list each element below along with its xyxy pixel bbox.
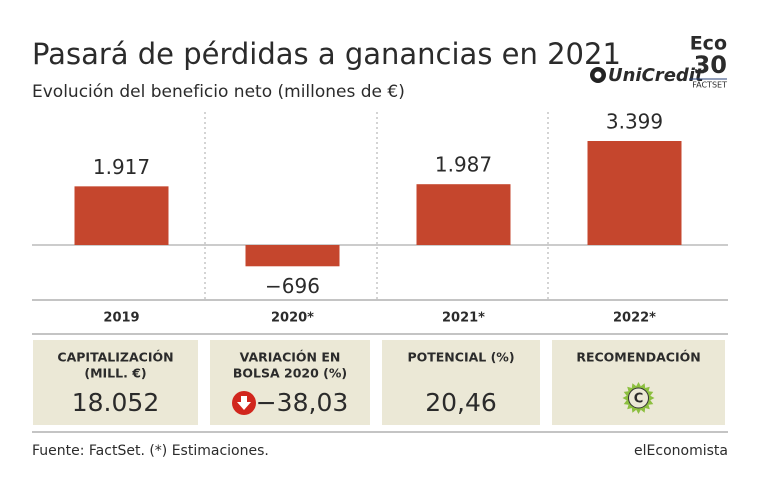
value-label: 3.399 (606, 110, 663, 134)
company-name: UniCredit (608, 65, 705, 86)
category-label: 2020* (271, 311, 314, 326)
chart-subtitle: Evolución del beneficio neto (millones d… (32, 82, 405, 102)
source-note: Fuente: FactSet. (*) Estimaciones. (32, 443, 269, 459)
logo-icon-inner (594, 71, 602, 79)
kpi-value: 20,46 (425, 388, 497, 417)
bar (245, 245, 340, 267)
value-label: 1.987 (435, 153, 492, 177)
eco-label: Eco (690, 33, 727, 55)
kpi-value: 18.052 (72, 388, 159, 417)
kpi-label: RECOMENDACIÓN (576, 350, 700, 365)
category-label: 2022* (613, 311, 656, 326)
kpi-row: CAPITALIZACIÓN(MILL. €) 18.052 VARIACIÓN E… (33, 340, 725, 425)
value-label: −696 (265, 274, 320, 298)
kpi-box (33, 340, 198, 425)
chart-title: Pasará de pérdidas a ganancias en 2021 (32, 37, 621, 71)
eco-number: 30 (694, 51, 727, 79)
factset-label: FACTSET (692, 81, 727, 90)
publisher: elEconomista (634, 443, 728, 459)
category-label: 2019 (103, 311, 139, 326)
brand-logo: UniCredit Eco 30 FACTSET (590, 33, 727, 90)
rating-badge-inner (628, 387, 649, 409)
kpi-label: BOLSA 2020 (%) (233, 366, 347, 381)
kpi-label: POTENCIAL (%) (407, 350, 514, 365)
bar (587, 141, 682, 245)
kpi-box (382, 340, 540, 425)
kpi-label: CAPITALIZACIÓN (57, 350, 173, 365)
bar (74, 186, 169, 245)
plot-area: 1.917 2019 −696 2020* 1.987 2021* 3.399 2022* (32, 110, 728, 335)
rating-letter: C (634, 392, 644, 407)
kpi-value: −38,03 (256, 388, 349, 417)
kpi-label: VARIACIÓN EN (240, 350, 341, 365)
value-label: 1.917 (93, 155, 150, 179)
category-label: 2021* (442, 311, 485, 326)
down-arrow (237, 396, 251, 410)
kpi-label: (MILL. €) (84, 366, 146, 381)
bar (416, 184, 511, 245)
